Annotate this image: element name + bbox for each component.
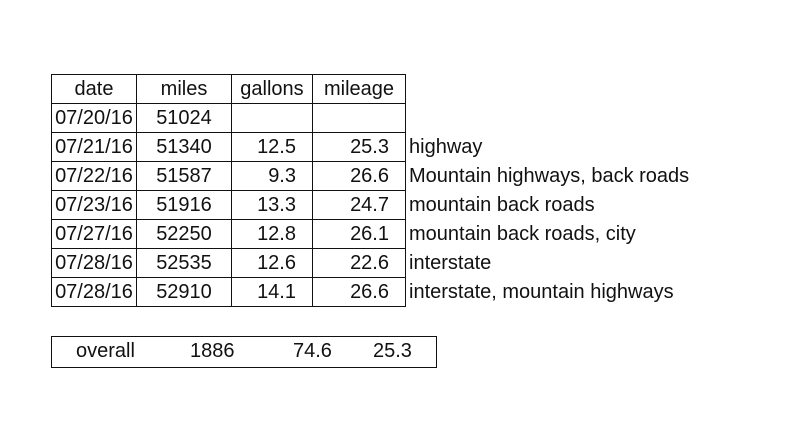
cell-date: 07/28/16 [51, 277, 137, 307]
cell-miles: 52535 [136, 248, 232, 278]
cell-mileage: 26.1 [312, 219, 406, 249]
table-row: 07/27/16 52250 12.8 26.1 mountain back r… [51, 219, 690, 249]
overall-mileage: 25.3 [373, 340, 412, 362]
cell-miles: 51340 [136, 132, 232, 162]
header-mileage: mileage [312, 74, 406, 104]
overall-summary-box: overall 1886 74.6 25.3 [51, 336, 437, 368]
table-row: 07/28/16 52535 12.6 22.6 interstate [51, 248, 690, 278]
row-note: mountain back roads [409, 194, 595, 216]
table-row: 07/23/16 51916 13.3 24.7 mountain back r… [51, 190, 690, 220]
header-gallons: gallons [231, 74, 313, 104]
cell-gallons: 12.6 [231, 248, 313, 278]
header-row: date miles gallons mileage [51, 74, 690, 104]
header-note-spacer [406, 75, 690, 104]
cell-miles: 51916 [136, 190, 232, 220]
cell-gallons: 14.1 [231, 277, 313, 307]
cell-date: 07/20/16 [51, 103, 137, 133]
cell-date: 07/27/16 [51, 219, 137, 249]
cell-gallons: 9.3 [231, 161, 313, 191]
row-note: mountain back roads, city [409, 223, 636, 245]
cell-date: 07/28/16 [51, 248, 137, 278]
header-miles: miles [136, 74, 232, 104]
cell-date: 07/22/16 [51, 161, 137, 191]
header-date: date [51, 74, 137, 104]
overall-label: overall [76, 340, 135, 362]
cell-mileage: 22.6 [312, 248, 406, 278]
table-row: 07/28/16 52910 14.1 26.6 interstate, mou… [51, 277, 690, 307]
cell-miles: 51024 [136, 103, 232, 133]
cell-mileage: 26.6 [312, 161, 406, 191]
table-row: 07/22/16 51587 9.3 26.6 Mountain highway… [51, 161, 690, 191]
cell-date: 07/21/16 [51, 132, 137, 162]
row-note: interstate [409, 252, 492, 274]
cell-miles: 52910 [136, 277, 232, 307]
cell-gallons: 12.5 [231, 132, 313, 162]
fuel-log-table: date miles gallons mileage 07/20/16 5102… [51, 74, 690, 307]
cell-gallons: 13.3 [231, 190, 313, 220]
cell-mileage [312, 103, 406, 133]
cell-mileage: 24.7 [312, 190, 406, 220]
cell-miles: 52250 [136, 219, 232, 249]
row-note: Mountain highways, back roads [409, 165, 690, 187]
cell-mileage: 26.6 [312, 277, 406, 307]
row-note: interstate, mountain highways [409, 281, 674, 303]
cell-miles: 51587 [136, 161, 232, 191]
cell-date: 07/23/16 [51, 190, 137, 220]
table-row: 07/21/16 51340 12.5 25.3 highway [51, 132, 690, 162]
table-row: 07/20/16 51024 [51, 103, 690, 133]
cell-gallons: 12.8 [231, 219, 313, 249]
overall-miles: 1886 [190, 340, 235, 362]
cell-gallons [231, 103, 313, 133]
row-note [406, 104, 690, 133]
overall-gallons: 74.6 [293, 340, 332, 362]
row-note: highway [409, 136, 483, 158]
cell-mileage: 25.3 [312, 132, 406, 162]
